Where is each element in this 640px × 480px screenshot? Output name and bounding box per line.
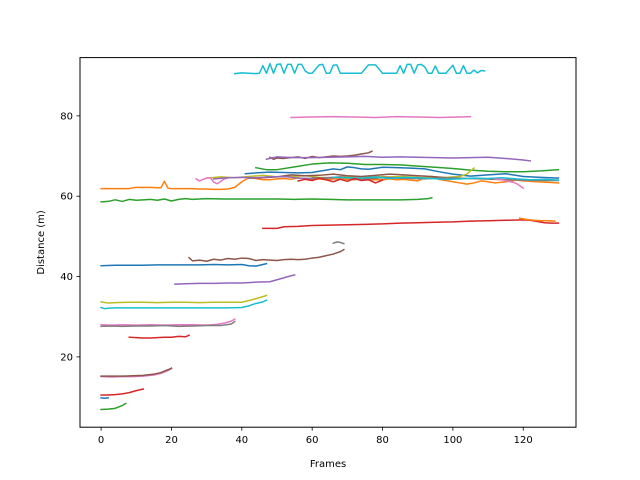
y-tick-label: 80 [60,111,73,122]
x-axis: 0 20 40 60 80 100 120 [98,427,533,446]
series-line-25 [100,318,236,326]
series-line-26 [100,320,236,328]
series-line-22 [174,274,296,285]
y-axis-label: Distance (m) [36,210,47,275]
series-line-19 [100,262,268,267]
series-line-30 [100,388,145,396]
x-axis-label: Frames [310,459,346,470]
series-line-23 [100,294,268,304]
series-line-13 [332,176,560,181]
series-line-24 [100,299,268,310]
series-line-27 [128,334,191,339]
series-line-10 [195,176,229,185]
series-line-20 [187,248,345,263]
series-line-32 [100,402,127,411]
y-tick-label: 60 [60,192,73,203]
series-line-21 [332,241,345,245]
series-line-1 [233,62,486,75]
x-tick-label: 100 [443,435,462,446]
series-lines [100,62,560,411]
x-tick-label: 40 [235,435,248,446]
series-line-29 [100,367,173,377]
series-line-16 [100,196,433,203]
series-line-6 [244,166,560,179]
y-tick-label: 20 [60,352,73,363]
y-axis: 20 40 60 80 [60,111,80,363]
x-tick-label: 0 [98,435,104,446]
x-tick-label: 80 [376,435,389,446]
x-tick-label: 20 [165,435,178,446]
series-line-14 [297,177,384,184]
x-tick-label: 120 [514,435,533,446]
y-tick-label: 40 [60,272,73,283]
series-line-18 [518,217,556,222]
plot-frame [79,57,577,428]
x-tick-label: 60 [306,435,319,446]
series-line-15 [494,178,525,190]
series-line-4 [265,155,532,162]
series-line-5 [255,162,560,173]
series-line-2 [290,115,472,119]
